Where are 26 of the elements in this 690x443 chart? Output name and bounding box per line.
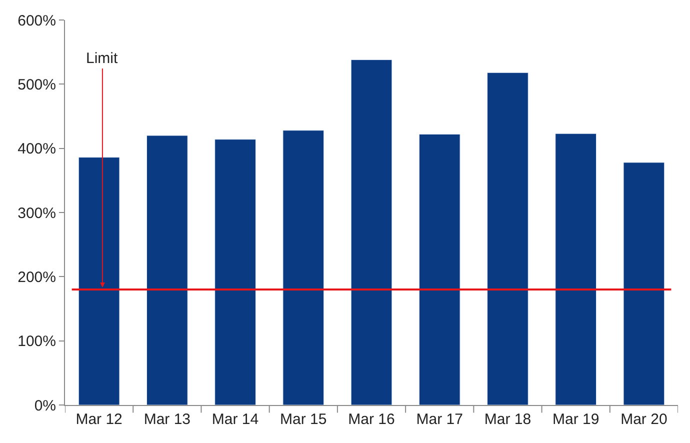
bar (282, 130, 324, 405)
x-tick-label: Mar 16 (348, 411, 395, 428)
bar (555, 133, 597, 405)
ref-line-label: Limit (86, 50, 118, 67)
y-tick-label: 400% (18, 140, 56, 158)
x-tick-label: Mar 18 (484, 411, 532, 428)
bar (350, 60, 392, 405)
y-tick-label: 600% (18, 12, 56, 30)
bar (623, 162, 665, 405)
x-tick-label: Mar 13 (144, 411, 191, 428)
x-tick-label: Mar 12 (76, 411, 122, 428)
bar (214, 139, 256, 405)
x-tick-label: Mar 14 (212, 411, 259, 428)
y-tick-label: 300% (18, 204, 56, 222)
y-tick-label: 200% (18, 268, 56, 286)
y-tick-label: 0% (34, 397, 56, 414)
bar (146, 135, 188, 405)
bar (78, 157, 120, 405)
bar (418, 134, 460, 405)
x-tick-label: Mar 17 (416, 411, 463, 428)
x-tick-label: Mar 20 (620, 411, 668, 428)
x-tick-label: Mar 15 (280, 411, 327, 428)
y-tick-label: 100% (18, 333, 56, 350)
y-tick-label: 500% (18, 76, 56, 94)
bar (487, 72, 528, 405)
x-tick-label: Mar 19 (552, 411, 600, 428)
